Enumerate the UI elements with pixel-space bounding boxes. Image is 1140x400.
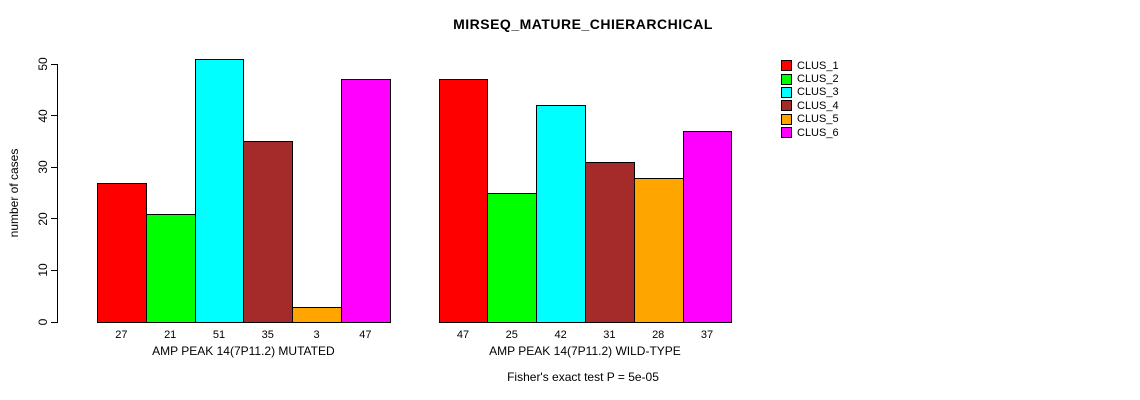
bar-clus_5-group1 xyxy=(292,306,342,323)
legend-label: CLUS_2 xyxy=(797,73,839,86)
bar-clus_6-group2 xyxy=(682,131,733,323)
legend-item-clus_3: CLUS_3 xyxy=(781,86,839,99)
chart-title: MIRSEQ_MATURE_CHIERARCHICAL xyxy=(453,16,713,32)
bar-value-label: 35 xyxy=(261,329,274,341)
legend-label: CLUS_6 xyxy=(797,126,839,139)
bar-clus_1-group2 xyxy=(438,79,489,323)
bar-value-label: 21 xyxy=(164,329,177,341)
bar-value-label: 31 xyxy=(603,329,616,341)
y-axis-tick xyxy=(51,63,58,65)
bar-clus_3-group2 xyxy=(536,105,586,323)
legend-item-clus_6: CLUS_6 xyxy=(781,126,839,139)
bar-clus_6-group1 xyxy=(341,79,391,323)
bar-clus_5-group2 xyxy=(633,177,684,323)
bar-clus_2-group1 xyxy=(145,213,196,323)
y-axis-title: number of cases xyxy=(7,148,21,238)
legend-swatch-icon xyxy=(781,73,792,85)
group-axis-label: AMP PEAK 14(7P11.2) WILD-TYPE xyxy=(489,344,681,358)
bar-value-label: 42 xyxy=(554,329,567,341)
bar-clus_3-group1 xyxy=(194,58,245,323)
legend-item-clus_1: CLUS_1 xyxy=(781,59,839,72)
legend-swatch-icon xyxy=(781,86,792,98)
group-axis-label: AMP PEAK 14(7P11.2) MUTATED xyxy=(152,344,335,358)
bar-clus_2-group2 xyxy=(487,193,538,323)
legend-label: CLUS_4 xyxy=(797,99,839,112)
legend: CLUS_1 CLUS_2 CLUS_3 CLUS_4 CLUS_5 CLUS_6 xyxy=(781,59,839,139)
y-tick-label: 30 xyxy=(36,160,50,174)
y-axis-tick xyxy=(51,166,58,168)
legend-swatch-icon xyxy=(781,127,792,139)
legend-item-clus_2: CLUS_2 xyxy=(781,72,839,85)
annotation-text: Fisher's exact test P = 5e-05 xyxy=(507,370,659,384)
bar-value-label: 47 xyxy=(359,329,372,341)
bar-value-label: 47 xyxy=(456,329,470,341)
y-tick-label: 40 xyxy=(36,108,50,123)
y-axis-tick xyxy=(51,321,58,323)
y-axis-line xyxy=(57,64,58,323)
y-tick-label: 10 xyxy=(36,263,50,278)
legend-label: CLUS_5 xyxy=(797,113,839,126)
legend-swatch-icon xyxy=(781,100,792,112)
legend-label: CLUS_1 xyxy=(797,59,839,72)
y-axis-tick xyxy=(51,218,58,220)
y-axis-tick xyxy=(51,269,58,271)
bar-clus_4-group1 xyxy=(243,141,294,323)
legend-label: CLUS_3 xyxy=(797,86,839,99)
bar-value-label: 37 xyxy=(700,329,714,341)
bar-value-label: 28 xyxy=(652,329,665,341)
y-tick-label: 0 xyxy=(36,318,50,326)
bar-value-label: 27 xyxy=(115,329,128,341)
bar-value-label: 3 xyxy=(313,329,320,341)
legend-swatch-icon xyxy=(781,113,792,125)
y-tick-label: 50 xyxy=(36,57,50,71)
bar-value-label: 51 xyxy=(212,329,226,341)
legend-swatch-icon xyxy=(781,60,792,72)
y-axis-tick xyxy=(51,115,58,117)
bar-value-label: 25 xyxy=(505,329,518,341)
bar-clus_1-group1 xyxy=(97,182,147,323)
legend-item-clus_5: CLUS_5 xyxy=(781,113,839,126)
bar-clus_4-group2 xyxy=(585,162,635,323)
y-tick-label: 20 xyxy=(36,212,50,226)
legend-item-clus_4: CLUS_4 xyxy=(781,99,839,112)
